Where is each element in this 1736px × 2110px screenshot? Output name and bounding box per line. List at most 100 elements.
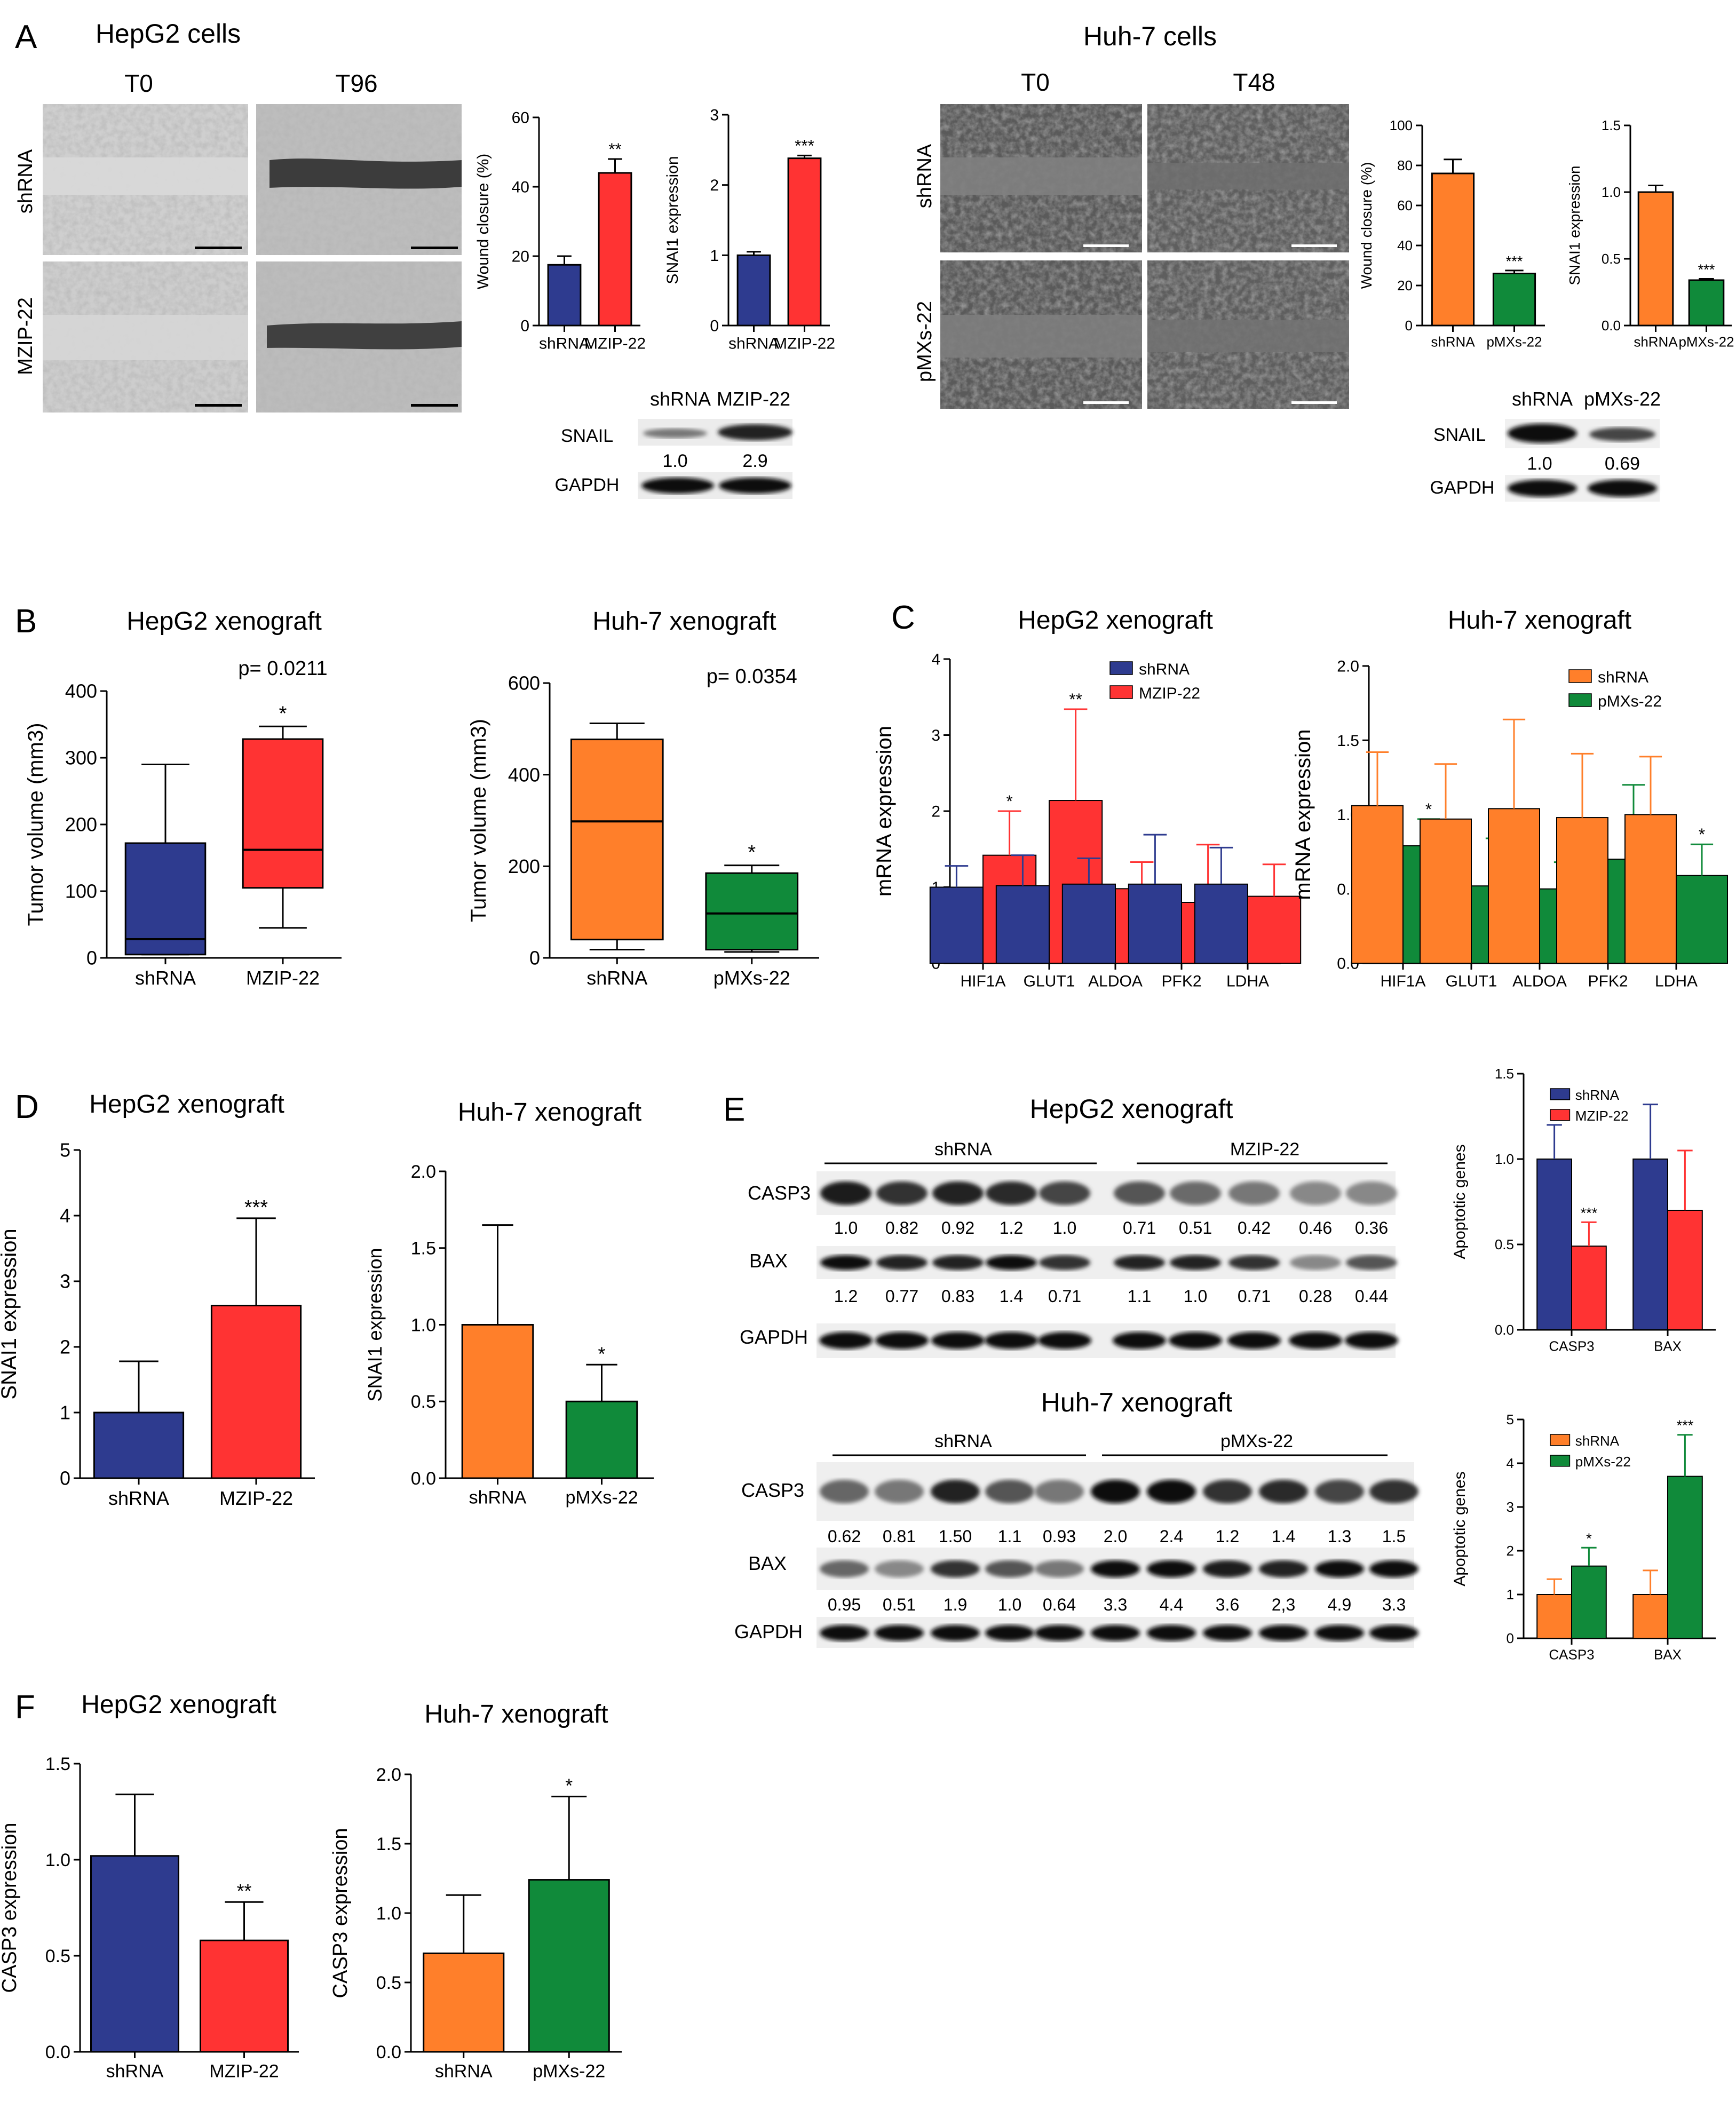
y-tick-label: 3: [931, 727, 940, 744]
e-hep-bax-band-7: [1170, 1255, 1221, 1270]
huh-blot-gapdh-label: GAPDH: [1430, 478, 1495, 498]
y-tick-label: 3: [710, 107, 719, 124]
e-hep-bax-band-2: [876, 1255, 928, 1270]
huh-blot-col2: pMXs-22: [1584, 388, 1661, 410]
e-huh-bax-band-5: [1035, 1560, 1084, 1577]
x-tick-label: HIF1A: [1380, 973, 1425, 990]
y-tick-label: 1: [60, 1402, 70, 1424]
e-huh-casp3-band-7: [1147, 1480, 1196, 1503]
chart-f1: HepG2 xenograft 0.0 0.5 1.0 1.5 CASP3 express…: [0, 1691, 299, 2082]
bar-shrna-glut1: [1420, 818, 1472, 964]
e-huh-casp3-value: 0.93: [1043, 1527, 1076, 1546]
y-tick-label: 0: [86, 947, 97, 969]
hep-blot-val1: 1.0: [662, 451, 687, 471]
y-tick-label: 4: [60, 1205, 70, 1227]
e-huh-casp3-band-4: [985, 1480, 1034, 1503]
y-tick-label: 0: [1405, 318, 1413, 334]
e-hep-bax-label: BAX: [749, 1250, 788, 1272]
bar-shrna: [736, 254, 771, 327]
hep-blot-col2: MZIP-22: [717, 388, 790, 410]
bar-shrna: [1431, 172, 1475, 327]
e-huh-casp3-value: 1.1: [998, 1527, 1021, 1546]
x-tick-label: shRNA: [135, 967, 196, 989]
x-tick-label: MZIP-22: [584, 335, 646, 353]
bar-shrna: [547, 264, 582, 327]
e-hep-gapdh-band-7: [1169, 1332, 1222, 1349]
panel-a-letter: A: [15, 19, 37, 55]
bar-mzip-22: [598, 172, 632, 327]
e-hep-casp3-band-9: [1290, 1181, 1341, 1205]
legend-swatch: [1568, 693, 1592, 707]
significance-marker: ***: [1580, 1204, 1597, 1221]
e-huh-bax-value: 0.51: [883, 1595, 916, 1614]
y-tick-label: 1.5: [45, 1754, 70, 1774]
bar-mzip-22: [200, 1939, 289, 2053]
hep-blot-col1: shRNA: [650, 388, 711, 410]
bar-shrna-hif1a: [929, 886, 984, 964]
x-tick-label: MZIP-22: [774, 335, 835, 353]
y-tick-label: 0.0: [1495, 1322, 1514, 1338]
x-tick-label: shRNA: [539, 335, 590, 353]
y-tick-label: 3: [1507, 1499, 1514, 1515]
y-tick-label: 1.0: [1495, 1151, 1514, 1167]
bar-shrna: [461, 1324, 534, 1479]
chart-title: Huh-7 xenograft: [424, 1700, 608, 1728]
e-hep-casp3-band-8: [1228, 1181, 1280, 1205]
legend-label: pMXs-22: [1575, 1454, 1631, 1470]
significance-marker: ***: [1506, 253, 1523, 269]
y-tick-label: 20: [1397, 277, 1413, 294]
y-tick-label: 0.5: [45, 1946, 70, 1966]
significance-marker: *: [1006, 791, 1012, 811]
e-hep-casp3-band-4: [986, 1181, 1037, 1205]
e-hep-gapdh-band-3: [931, 1332, 985, 1349]
y-axis-label: CASP3 expression: [0, 1823, 21, 1993]
chart-d2: Huh-7 xenograft 0.0 0.5 1.0 1.5 2.0 SNAI1 expr…: [364, 1098, 654, 1508]
e-huh-bax-value: 3.3: [1382, 1595, 1406, 1614]
bar-shrna-hif1a: [1351, 805, 1404, 964]
y-tick-label: 2.0: [1337, 658, 1359, 676]
y-tick-label: 0: [1507, 1630, 1514, 1646]
y-tick-label: 0.5: [376, 1973, 401, 1993]
y-tick-label: 1: [710, 247, 719, 265]
y-axis-label: Apoptotic genes: [1451, 1144, 1469, 1259]
y-axis-label: mRNA expression: [873, 726, 896, 897]
e-huh-group1: shRNA: [934, 1431, 992, 1451]
chart-c1: HepG2 xenograft01234mRNA expressionHIF1A…: [873, 606, 1302, 990]
x-tick-label: CASP3: [1549, 1646, 1594, 1662]
legend-swatch: [1109, 685, 1133, 699]
y-tick-label: 200: [65, 814, 97, 836]
e-huh-bax-value: 4.9: [1328, 1595, 1351, 1614]
e-huh-casp3-value: 1.5: [1382, 1527, 1406, 1546]
e-hep-gapdh-band-10: [1345, 1332, 1398, 1349]
y-tick-label: 20: [512, 248, 529, 266]
e-huh-casp3-value: 2.0: [1104, 1527, 1127, 1546]
e-hep-gapdh-band-8: [1227, 1332, 1281, 1349]
huh7-snail-blot: shRNA pMXs-22 SNAIL 1.0 0.69 GAPDH: [1430, 388, 1661, 502]
e-hep-bax-band-6: [1114, 1255, 1165, 1270]
y-tick-label: 60: [1397, 197, 1413, 213]
x-tick-label: LDHA: [1226, 973, 1269, 990]
y-tick-label: 1.0: [45, 1850, 70, 1870]
legend-label: shRNA: [1575, 1433, 1620, 1449]
y-tick-label: 300: [65, 747, 97, 769]
x-tick-label: MZIP-22: [209, 2061, 279, 2082]
x-tick-label: PFK2: [1161, 973, 1201, 990]
bar-pmxs-22: [1688, 279, 1725, 327]
e-huh-casp3-value: 0.62: [828, 1527, 861, 1546]
e-hep-bax-band-3: [932, 1255, 984, 1270]
y-axis-label: CASP3 expression: [329, 1828, 352, 1998]
y-axis-label: SNAI1 expression: [0, 1228, 21, 1399]
chart-title: Huh-7 xenograft: [592, 607, 776, 636]
huh-blot-val2: 0.69: [1605, 454, 1640, 474]
e-hep-casp3-value: 1.0: [834, 1218, 858, 1238]
bar-mzip-22: [787, 157, 822, 327]
bar-shrna-bax: [1632, 1594, 1668, 1639]
x-tick-label: shRNA: [106, 2061, 164, 2082]
chart-b1: HepG2 xenograft 0 100 200 300 400 Tumor volume…: [24, 607, 342, 989]
bar-mzip-22: [210, 1305, 302, 1479]
e-hep-bax-value: 1.0: [1184, 1287, 1207, 1306]
bar-pmxs-22-bax: [1667, 1476, 1703, 1639]
bar-pmxs-22-ldha: [1676, 875, 1728, 964]
